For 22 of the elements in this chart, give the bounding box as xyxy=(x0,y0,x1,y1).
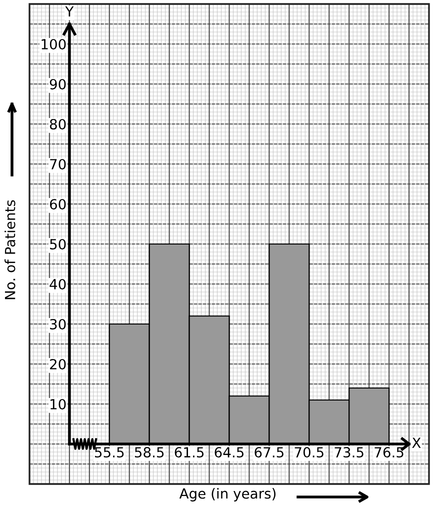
y-tick-label: 100 xyxy=(42,38,66,50)
x-tick-label: 70.5 xyxy=(294,447,324,458)
y-tick-label: 80 xyxy=(50,118,66,130)
x-tick-label: 67.5 xyxy=(254,447,284,458)
y-axis-title: No. of Patients xyxy=(4,200,16,300)
y-tick-label: 70 xyxy=(50,158,66,170)
x-tick-label: 64.5 xyxy=(214,447,244,458)
annotation: Y xyxy=(65,6,74,17)
y-tick-label: 50 xyxy=(50,238,66,250)
annotation: X xyxy=(412,438,421,448)
x-tick-label: 76.5 xyxy=(374,447,404,458)
y-tick-label: 90 xyxy=(50,78,66,90)
x-axis-title: Age (in years) xyxy=(179,488,276,502)
x-tick-label: 58.5 xyxy=(134,447,164,458)
y-tick-label: 20 xyxy=(50,358,66,370)
y-tick-label: 30 xyxy=(50,318,66,330)
x-tick-label: 73.5 xyxy=(334,447,364,458)
y-tick-label: 10 xyxy=(50,398,66,410)
y-tick-label: 40 xyxy=(50,278,66,290)
y-tick-label: 60 xyxy=(50,198,66,210)
x-tick-label: 55.5 xyxy=(95,447,124,458)
x-tick-label: 61.5 xyxy=(174,447,204,458)
